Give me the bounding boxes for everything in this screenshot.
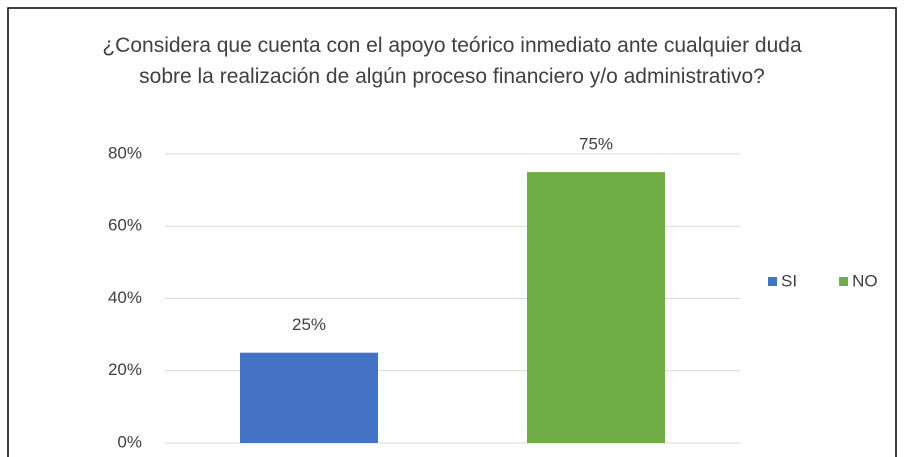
legend-swatch — [768, 277, 777, 286]
y-tick-label: 0% — [117, 432, 142, 451]
bar — [240, 352, 378, 443]
y-tick-label: 20% — [108, 360, 142, 379]
data-label: 25% — [292, 315, 326, 334]
bar — [527, 172, 665, 443]
legend-swatch — [839, 277, 849, 286]
y-tick-label: 80% — [108, 143, 142, 162]
data-label: 75% — [579, 135, 613, 154]
chart-frame — [7, 7, 897, 457]
y-tick-label: 60% — [108, 216, 142, 235]
chart-title: ¿Considera que cuenta con el apoyo teóri… — [102, 34, 802, 88]
legend-label: NO — [852, 271, 878, 290]
legend-label: SI — [781, 271, 797, 290]
y-tick-label: 40% — [108, 288, 142, 307]
